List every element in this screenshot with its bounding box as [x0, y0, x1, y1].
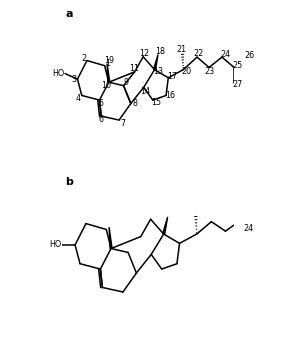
Text: 25: 25 [233, 61, 243, 70]
Text: 5: 5 [98, 99, 103, 108]
Text: 26: 26 [245, 51, 255, 60]
Polygon shape [154, 55, 158, 70]
Text: 19: 19 [104, 56, 114, 65]
Text: 6: 6 [99, 115, 104, 125]
Text: 11: 11 [129, 64, 139, 73]
Text: 24: 24 [243, 224, 253, 233]
Text: a: a [65, 9, 73, 19]
Text: b: b [65, 177, 73, 187]
Text: 7: 7 [120, 119, 126, 128]
Polygon shape [107, 64, 110, 82]
Text: 18: 18 [155, 47, 165, 56]
Text: 9: 9 [123, 78, 128, 87]
Text: HO: HO [49, 240, 61, 249]
Text: 4: 4 [76, 94, 81, 103]
Text: 20: 20 [182, 67, 192, 76]
Polygon shape [109, 227, 112, 249]
Text: 17: 17 [168, 72, 178, 80]
Text: 23: 23 [205, 67, 215, 76]
Text: 16: 16 [165, 91, 175, 100]
Text: 22: 22 [193, 49, 204, 58]
Text: 10: 10 [101, 81, 111, 90]
Text: 14: 14 [140, 87, 150, 96]
Text: 12: 12 [139, 49, 149, 58]
Text: HO: HO [52, 69, 64, 78]
Text: 8: 8 [132, 99, 137, 108]
Text: 1: 1 [106, 60, 111, 68]
Text: 2: 2 [81, 54, 86, 63]
Text: 21: 21 [176, 45, 186, 54]
Text: 27: 27 [233, 80, 243, 89]
Text: 24: 24 [220, 50, 231, 58]
Text: 13: 13 [153, 67, 163, 76]
Text: 15: 15 [152, 98, 162, 107]
Polygon shape [163, 217, 168, 234]
Text: 3: 3 [72, 75, 77, 84]
